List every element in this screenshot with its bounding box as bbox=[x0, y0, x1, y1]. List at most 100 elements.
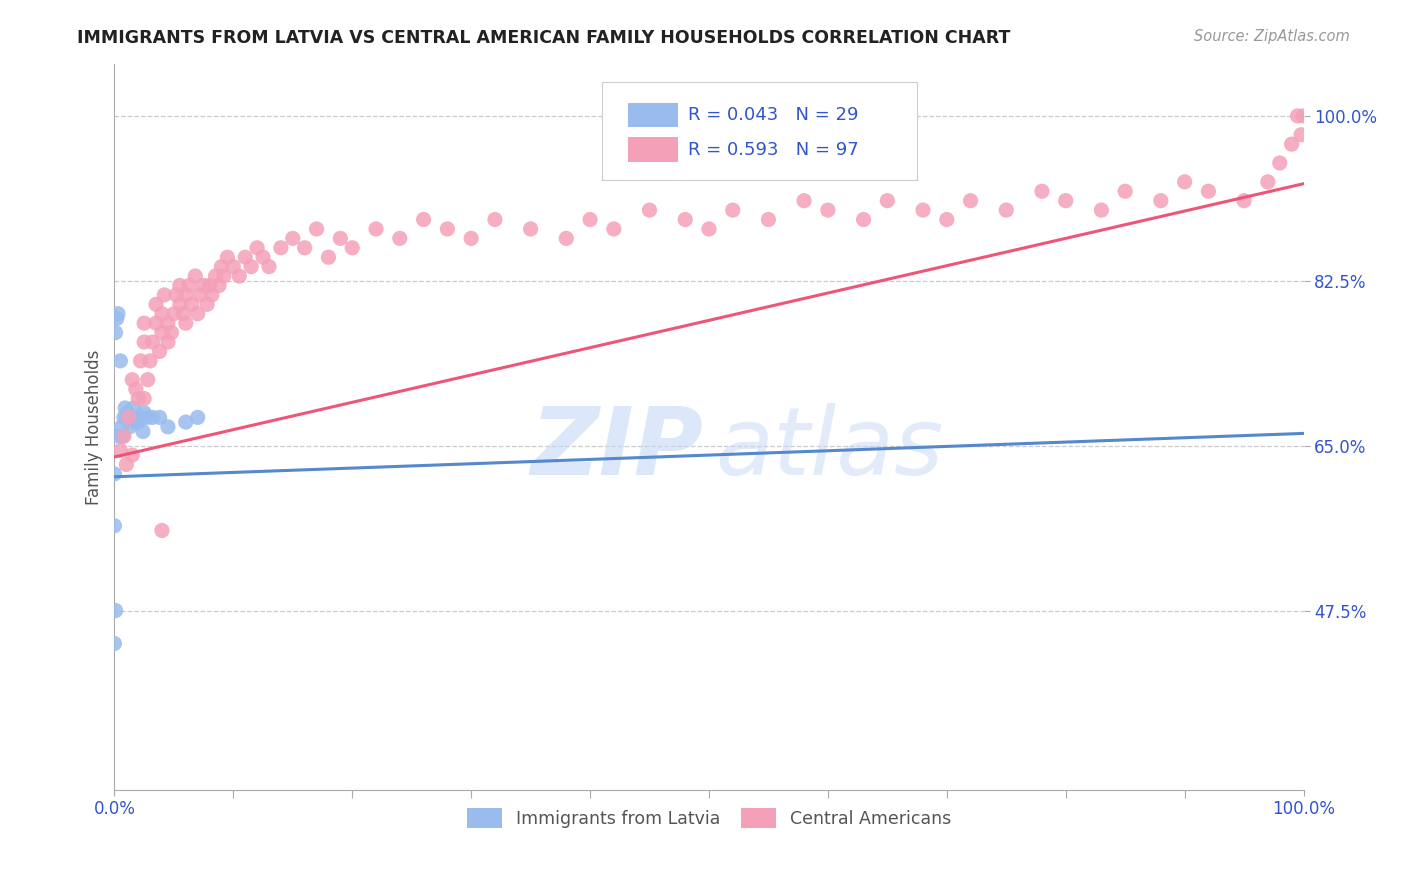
Point bbox=[103, 636, 125, 650]
Point bbox=[156, 419, 179, 434]
Point bbox=[112, 429, 135, 443]
Point bbox=[115, 410, 138, 425]
Point bbox=[1031, 184, 1053, 198]
Point bbox=[281, 231, 304, 245]
Point bbox=[187, 410, 209, 425]
Point bbox=[105, 311, 128, 326]
Point bbox=[1281, 137, 1303, 152]
Point bbox=[233, 250, 256, 264]
Point bbox=[817, 203, 839, 218]
Point bbox=[121, 373, 143, 387]
Point bbox=[129, 410, 152, 425]
Point bbox=[174, 316, 197, 330]
Point bbox=[603, 222, 626, 236]
Point bbox=[132, 425, 155, 439]
Point bbox=[110, 354, 132, 368]
Point bbox=[209, 260, 232, 274]
Point bbox=[112, 410, 135, 425]
FancyBboxPatch shape bbox=[628, 103, 678, 128]
Point bbox=[108, 429, 131, 443]
Point bbox=[169, 297, 191, 311]
Text: Source: ZipAtlas.com: Source: ZipAtlas.com bbox=[1194, 29, 1350, 44]
Point bbox=[174, 288, 197, 302]
Point bbox=[555, 231, 578, 245]
Point bbox=[117, 406, 139, 420]
Point bbox=[1054, 194, 1077, 208]
Point bbox=[156, 334, 179, 349]
Point bbox=[150, 524, 173, 538]
Point bbox=[257, 260, 280, 274]
Point bbox=[104, 603, 127, 617]
Point bbox=[139, 354, 162, 368]
Point bbox=[1150, 194, 1173, 208]
Point bbox=[1286, 109, 1309, 123]
Point bbox=[638, 203, 661, 218]
Point bbox=[103, 518, 125, 533]
Point bbox=[145, 297, 167, 311]
Point bbox=[1114, 184, 1136, 198]
Point bbox=[114, 401, 136, 415]
Point bbox=[129, 354, 152, 368]
Point bbox=[342, 241, 364, 255]
Point bbox=[184, 268, 207, 283]
Point bbox=[1233, 194, 1256, 208]
Point bbox=[174, 415, 197, 429]
Point bbox=[172, 307, 194, 321]
Point bbox=[217, 250, 239, 264]
Point bbox=[212, 268, 235, 283]
Point bbox=[141, 334, 163, 349]
Point bbox=[121, 410, 143, 425]
Point bbox=[697, 222, 720, 236]
Point bbox=[198, 278, 221, 293]
Point bbox=[252, 250, 274, 264]
Point bbox=[460, 231, 482, 245]
Point bbox=[187, 307, 209, 321]
Y-axis label: Family Households: Family Households bbox=[86, 349, 103, 505]
Text: ZIP: ZIP bbox=[530, 402, 703, 494]
Point bbox=[911, 203, 934, 218]
Point bbox=[169, 278, 191, 293]
Point bbox=[436, 222, 458, 236]
Point bbox=[136, 410, 159, 425]
Point bbox=[721, 203, 744, 218]
Point bbox=[180, 297, 202, 311]
Point bbox=[193, 278, 215, 293]
Point bbox=[484, 212, 506, 227]
Text: R = 0.593   N = 97: R = 0.593 N = 97 bbox=[688, 141, 858, 159]
Point bbox=[204, 268, 226, 283]
Point bbox=[163, 307, 186, 321]
Point bbox=[118, 419, 141, 434]
Point bbox=[852, 212, 875, 227]
Point bbox=[876, 194, 898, 208]
Point bbox=[111, 429, 134, 443]
Point bbox=[122, 401, 145, 415]
Point bbox=[145, 316, 167, 330]
Point bbox=[1257, 175, 1279, 189]
FancyBboxPatch shape bbox=[628, 137, 678, 162]
Point bbox=[208, 278, 231, 293]
Point bbox=[959, 194, 981, 208]
Point bbox=[364, 222, 387, 236]
Point bbox=[156, 316, 179, 330]
Point bbox=[134, 334, 156, 349]
Point bbox=[935, 212, 957, 227]
Point bbox=[246, 241, 269, 255]
Point bbox=[1090, 203, 1112, 218]
Text: atlas: atlas bbox=[714, 403, 943, 494]
Point bbox=[793, 194, 815, 208]
Point bbox=[579, 212, 602, 227]
Text: R = 0.043   N = 29: R = 0.043 N = 29 bbox=[688, 106, 858, 124]
Point bbox=[134, 316, 156, 330]
Point bbox=[519, 222, 541, 236]
Point bbox=[149, 410, 172, 425]
Point bbox=[104, 326, 127, 340]
Point bbox=[149, 344, 172, 359]
Point bbox=[222, 260, 245, 274]
Point bbox=[228, 268, 250, 283]
Point bbox=[294, 241, 316, 255]
Point bbox=[115, 458, 138, 472]
Point bbox=[305, 222, 328, 236]
Point bbox=[1197, 184, 1219, 198]
Point bbox=[1289, 128, 1312, 142]
Point bbox=[673, 212, 696, 227]
